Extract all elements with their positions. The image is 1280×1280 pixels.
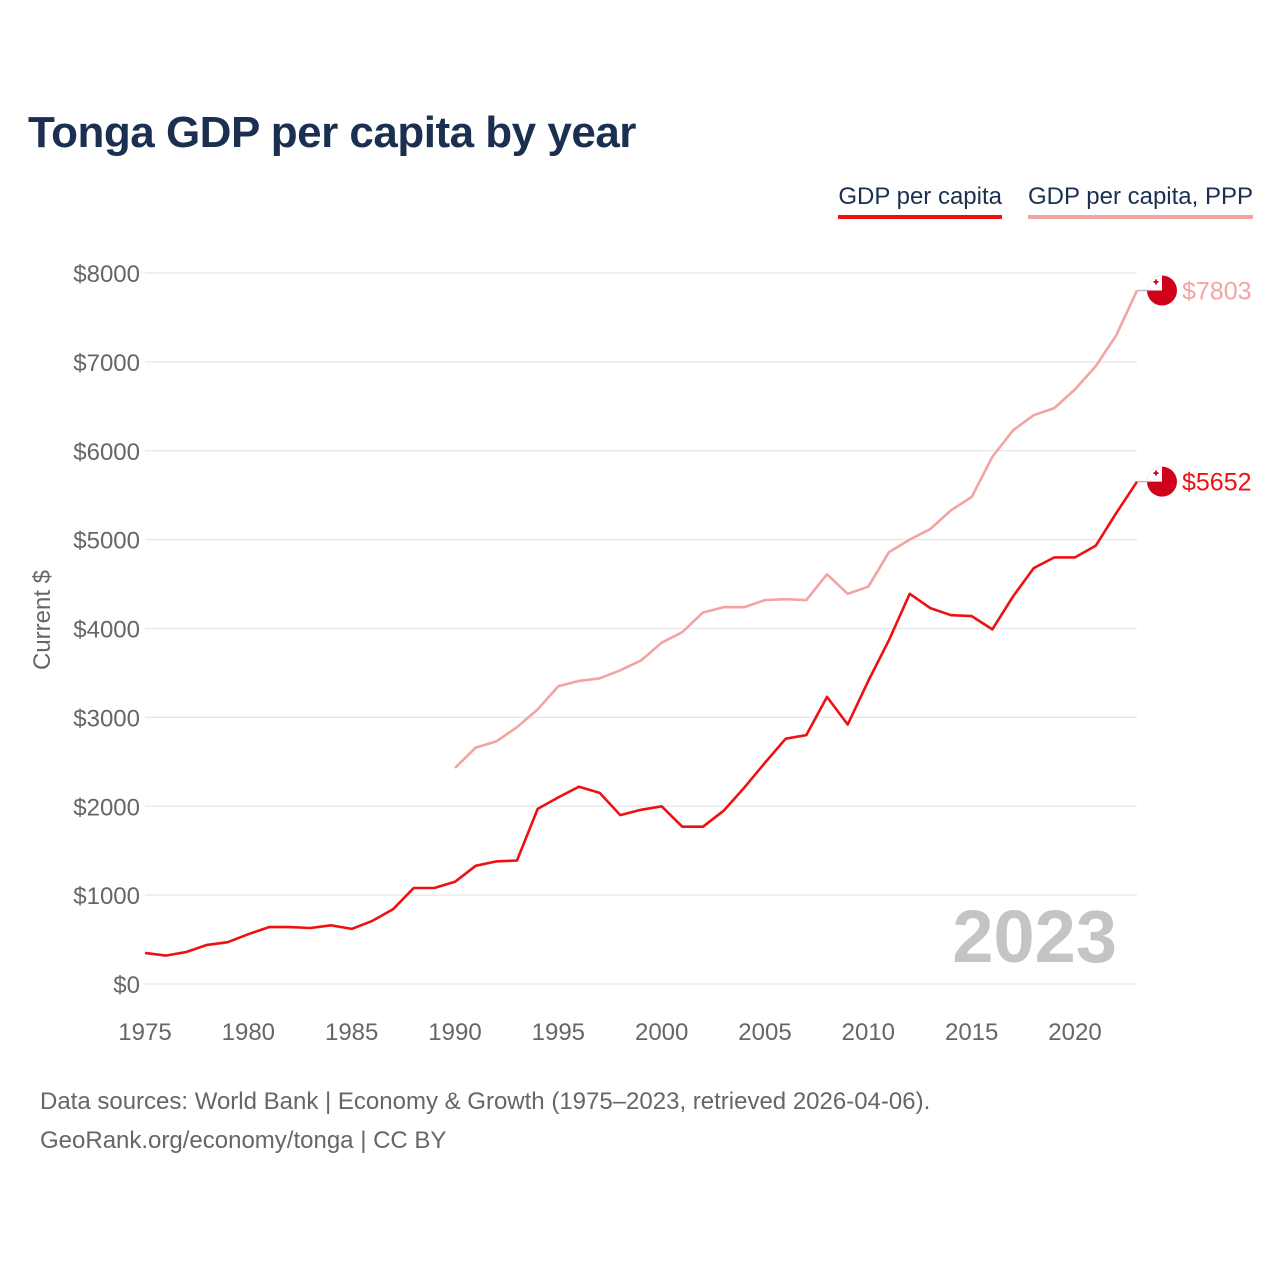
source-note: Data sources: World Bank | Economy & Gro… (40, 1088, 931, 1115)
x-tick-label-1975: 1975 (118, 1019, 171, 1046)
y-tick-label-6000: $6000 (73, 439, 140, 466)
x-tick-label-2015: 2015 (945, 1019, 998, 1046)
y-tick-label-5000: $5000 (73, 528, 140, 555)
gridlines (145, 272, 1137, 985)
chart-title: Tonga GDP per capita by year (28, 108, 636, 157)
end-labels: $5652 $7803 (1137, 275, 1252, 497)
y-tick-label-1000: $1000 (73, 883, 140, 910)
series-line-gdp-per-capita-ppp[interactable] (454, 289, 1139, 769)
y-axis-ticks: $0 $1000 $2000 $3000 $4000 $5000 $6000 $7000 $80… (73, 261, 140, 999)
end-value-label-gdp-per-capita: $5652 (1182, 469, 1252, 497)
x-tick-label-1985: 1985 (325, 1019, 378, 1046)
source-link[interactable]: GeoRank.org/economy/tonga | CC BY (40, 1127, 447, 1154)
end-value-label-gdp-per-capita-ppp: $7803 (1182, 278, 1252, 306)
x-tick-label-2000: 2000 (635, 1019, 688, 1046)
y-tick-label-3000: $3000 (73, 705, 140, 732)
current-year-label: 2023 (952, 895, 1117, 978)
legend-gdp-per-capita-ppp[interactable]: GDP per capita, PPP (1028, 183, 1253, 219)
x-tick-label-1995: 1995 (532, 1019, 585, 1046)
x-tick-label-1980: 1980 (222, 1019, 275, 1046)
x-tick-label-2020: 2020 (1048, 1019, 1101, 1046)
x-tick-label-2010: 2010 (842, 1019, 895, 1046)
y-axis-label: Current $ (29, 570, 56, 670)
y-tick-label-4000: $4000 (73, 617, 140, 644)
tonga-flag-icon (1147, 466, 1177, 497)
series-lines (144, 289, 1139, 957)
y-tick-label-2000: $2000 (73, 794, 140, 821)
y-tick-label-8000: $8000 (73, 261, 140, 288)
x-tick-label-2005: 2005 (738, 1019, 791, 1046)
series-line-gdp-per-capita[interactable] (144, 480, 1139, 957)
legend-gdp-per-capita[interactable]: GDP per capita (838, 183, 1002, 219)
tonga-flag-icon (1147, 275, 1177, 306)
y-tick-label-7000: $7000 (73, 350, 140, 377)
y-tick-label-0: $0 (113, 972, 140, 999)
x-axis-ticks: 1975 1980 1985 1990 1995 2000 2005 2010 2015 2020 (118, 1019, 1101, 1046)
x-tick-label-1990: 1990 (428, 1019, 481, 1046)
